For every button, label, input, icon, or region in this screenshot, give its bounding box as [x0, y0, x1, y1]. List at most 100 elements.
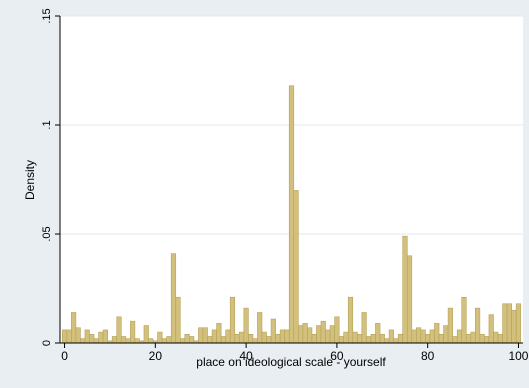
- bars: [61, 85, 522, 344]
- histogram-bar: [225, 329, 231, 344]
- histogram-bar: [111, 336, 118, 344]
- histogram-bar: [98, 331, 104, 344]
- histogram-bar: [293, 190, 299, 344]
- histogram-bar: [130, 320, 136, 344]
- histogram-bar: [270, 318, 276, 344]
- histogram-bar: [211, 329, 217, 344]
- histogram-bar: [89, 333, 95, 344]
- histogram-bar: [202, 327, 208, 344]
- x-tick-label: 20: [149, 349, 163, 363]
- histogram-bar: [61, 329, 68, 344]
- y-tick-label: .1: [41, 120, 53, 129]
- histogram-bar: [352, 331, 358, 344]
- histogram-bar: [311, 333, 317, 344]
- histogram-bar: [447, 307, 453, 344]
- histogram-bar: [71, 312, 77, 344]
- histogram-bar: [357, 333, 363, 344]
- histogram-bar: [102, 329, 108, 344]
- histogram-bar: [375, 323, 381, 344]
- x-axis-ticks: 0 20 40 60 80 100: [61, 343, 529, 363]
- histogram-bar: [425, 333, 431, 344]
- histogram-bar: [80, 338, 86, 344]
- histogram-bar: [234, 333, 240, 344]
- histogram-bar: [325, 329, 331, 344]
- histogram-bar: [143, 325, 149, 344]
- histogram-bar: [320, 320, 326, 344]
- histogram-bar: [388, 329, 394, 344]
- histogram-bar: [316, 325, 322, 344]
- histogram-bar: [393, 338, 399, 344]
- histogram-bar: [429, 329, 435, 344]
- histogram-bar: [370, 333, 376, 344]
- histogram-bar: [161, 338, 167, 344]
- histogram-bar: [179, 338, 186, 344]
- histogram-bar: [93, 338, 99, 344]
- histogram-bar: [334, 316, 340, 344]
- histogram-bar: [84, 329, 90, 344]
- x-tick-label: 40: [239, 349, 253, 363]
- histogram-bar: [120, 336, 127, 344]
- histogram-bar: [461, 296, 467, 344]
- histogram-bar: [184, 333, 190, 344]
- histogram-bar: [456, 329, 463, 344]
- histogram-bar: [261, 331, 267, 344]
- histogram-bar: [497, 333, 503, 344]
- y-tick-label: .15: [41, 8, 53, 23]
- histogram-bar: [384, 338, 390, 344]
- histogram-bar: [452, 336, 458, 344]
- histogram-bar: [361, 312, 367, 344]
- histogram-bar: [279, 329, 285, 344]
- x-tick-label: 60: [330, 349, 344, 363]
- histogram-bar: [157, 331, 163, 344]
- histogram-bar: [238, 331, 245, 344]
- histogram-bar: [248, 333, 254, 344]
- histogram-bar: [479, 333, 485, 344]
- histogram-bar: [347, 296, 354, 344]
- histogram-bar: [470, 331, 476, 344]
- histogram-bar: [189, 336, 195, 344]
- histogram-bar: [207, 336, 213, 344]
- histogram-bar: [116, 316, 122, 344]
- histogram-bar: [134, 338, 140, 344]
- histogram-bar: [220, 336, 226, 344]
- histogram-bar: [343, 331, 349, 344]
- histogram-bar: [329, 325, 335, 344]
- histogram-bar: [379, 333, 385, 344]
- histogram-bar: [416, 327, 422, 344]
- histogram-bar: [515, 303, 522, 344]
- histogram-bar: [75, 327, 81, 344]
- histogram-bar: [252, 338, 258, 344]
- histogram-bar: [402, 235, 408, 344]
- histogram-bar: [411, 329, 417, 344]
- histogram-bar: [275, 333, 281, 344]
- histogram-bar: [170, 253, 177, 344]
- y-axis-ticks: 0 .05 .1 .15: [41, 8, 60, 346]
- histogram-bar: [438, 333, 444, 344]
- histogram-bar: [148, 338, 154, 344]
- histogram-bar: [366, 336, 372, 344]
- histogram-bar: [420, 329, 426, 344]
- histogram-bar: [125, 338, 131, 344]
- histogram-bar: [475, 307, 481, 344]
- x-tick-label: 100: [508, 349, 528, 363]
- y-axis-label: Density: [23, 160, 37, 200]
- histogram-bar: [443, 325, 449, 344]
- histogram-bar: [284, 329, 290, 344]
- histogram-bar: [406, 255, 413, 344]
- histogram-bar: [338, 336, 345, 344]
- histogram-bar: [198, 327, 204, 344]
- histogram-bar: [506, 303, 512, 344]
- histogram-bar: [288, 85, 295, 344]
- histogram-bar: [307, 327, 313, 344]
- histogram-bar: [257, 312, 263, 344]
- histogram-bar: [484, 336, 490, 344]
- x-tick-label: 80: [421, 349, 435, 363]
- x-tick-label: 0: [61, 349, 68, 363]
- y-tick-label: .05: [41, 226, 53, 241]
- histogram-bar: [175, 296, 181, 344]
- histogram-bar: [302, 323, 308, 344]
- histogram-bar: [511, 309, 517, 344]
- histogram-bar: [493, 331, 499, 344]
- y-tick-label: 0: [41, 340, 53, 346]
